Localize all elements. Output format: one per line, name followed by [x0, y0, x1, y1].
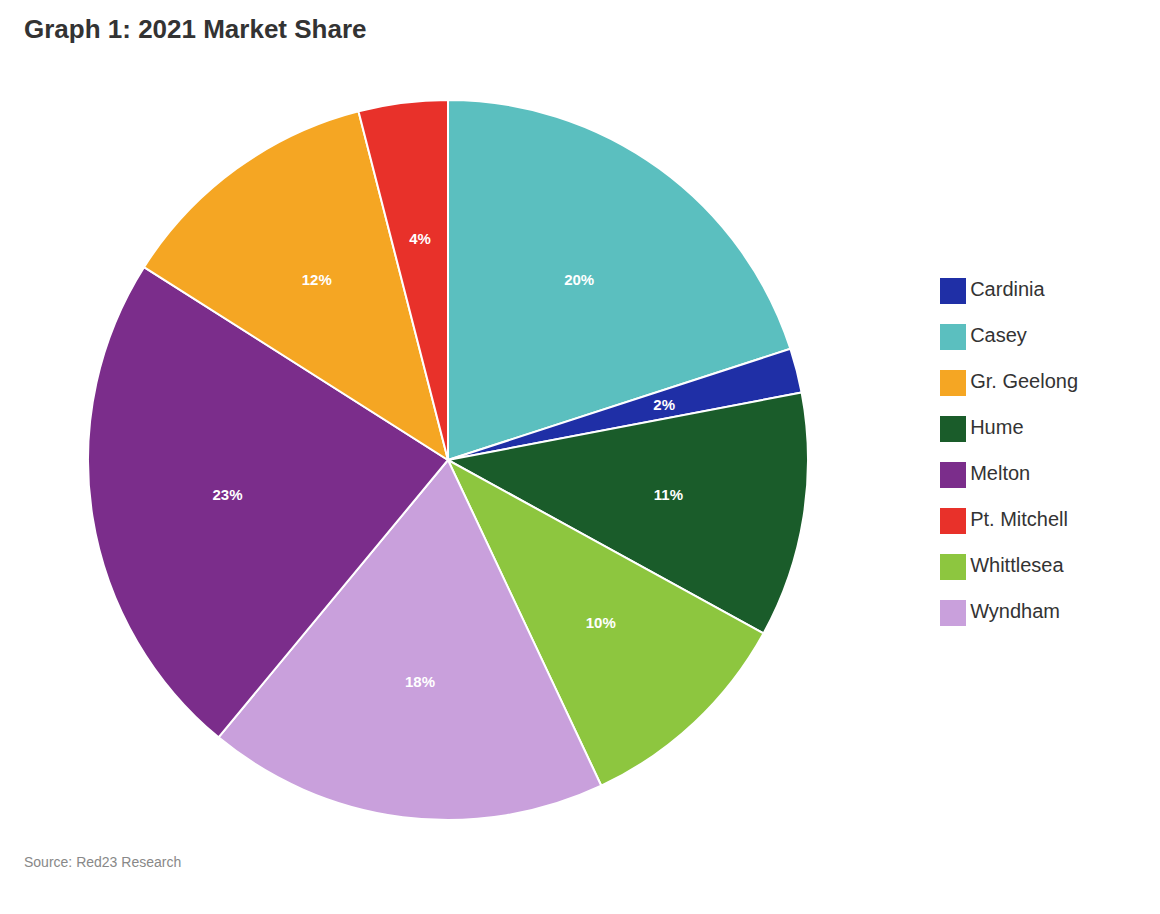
- svg-text:10%: 10%: [586, 614, 616, 631]
- svg-text:20%: 20%: [564, 271, 594, 288]
- html-text:Wyndham: Wyndham: [970, 600, 1060, 622]
- html-text:Source: Red23 Research: Source: Red23 Research: [24, 854, 182, 870]
- html-text:Hume: Hume: [970, 416, 1024, 438]
- html-text:Pt. Mitchell: Pt. Mitchell: [970, 508, 1068, 530]
- html-text:Graph 1: 2021 Market Share: Graph 1: 2021 Market Share: [24, 14, 367, 44]
- html-text:Whittlesea: Whittlesea: [970, 554, 1064, 576]
- svg-text:11%: 11%: [654, 486, 683, 503]
- svg-text:18%: 18%: [405, 673, 435, 690]
- html-text:Cardinia: Cardinia: [970, 278, 1045, 300]
- svg-text:4%: 4%: [409, 230, 431, 247]
- svg-text:23%: 23%: [213, 486, 243, 503]
- svg-text:12%: 12%: [302, 271, 332, 288]
- html-text:Gr. Geelong: Gr. Geelong: [970, 370, 1078, 392]
- html-text:Melton: Melton: [970, 462, 1031, 484]
- svg-text:2%: 2%: [653, 396, 675, 413]
- html-text:Casey: Casey: [970, 324, 1027, 346]
